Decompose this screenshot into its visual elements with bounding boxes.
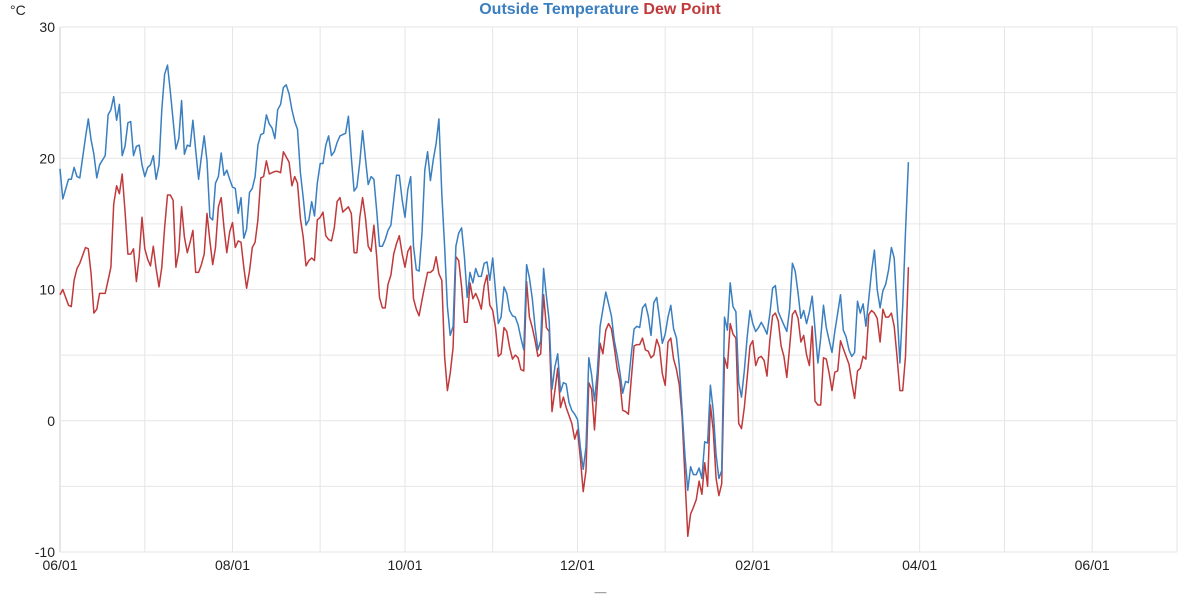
x-tick-label: 06/01 bbox=[42, 557, 77, 573]
gridlines bbox=[59, 26, 1178, 553]
x-tick-label: 06/01 bbox=[1075, 557, 1110, 573]
y-axis-unit-label: °C bbox=[10, 2, 26, 18]
legend-outside-temperature[interactable]: Outside Temperature bbox=[479, 1, 639, 18]
x-tick-label: 08/01 bbox=[215, 557, 250, 573]
y-tick-label: 0 bbox=[47, 413, 55, 429]
x-tick-label: 10/01 bbox=[387, 557, 422, 573]
y-tick-label: -10 bbox=[35, 544, 55, 560]
outside-temperature-line bbox=[59, 64, 910, 492]
y-tick-label: 20 bbox=[39, 150, 55, 166]
x-tick-label: 02/01 bbox=[735, 557, 770, 573]
x-tick-label: 04/01 bbox=[902, 557, 937, 573]
y-tick-label: 30 bbox=[39, 19, 55, 35]
x-tick-label: 12/01 bbox=[560, 557, 595, 573]
y-tick-label: 10 bbox=[39, 282, 55, 298]
chart-title: Outside Temperature Dew Point bbox=[0, 0, 1200, 20]
legend-dew-point[interactable]: Dew Point bbox=[643, 1, 721, 18]
dew-point-line bbox=[59, 150, 910, 538]
series-lines bbox=[59, 64, 910, 538]
footer-label: ------- bbox=[594, 588, 607, 597]
